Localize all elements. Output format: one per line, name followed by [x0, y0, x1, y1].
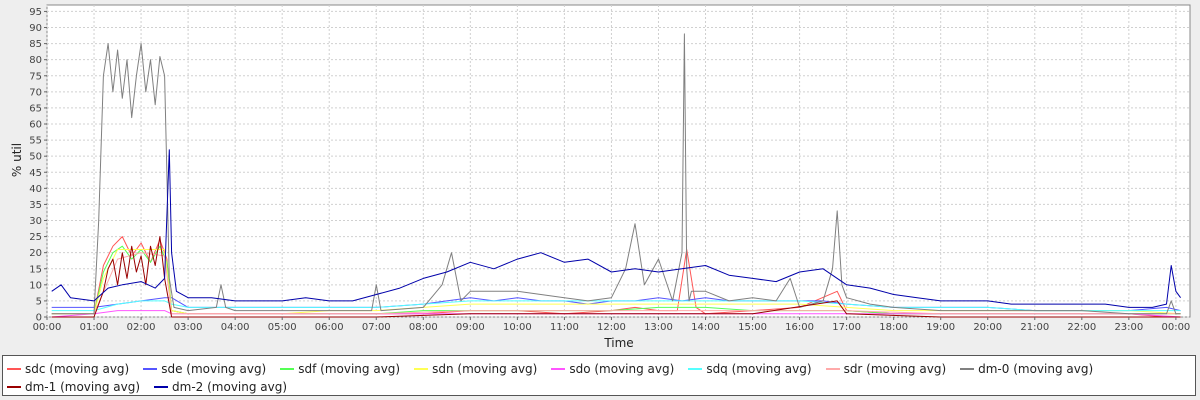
- x-tick-label: 22:00: [1067, 322, 1096, 333]
- y-tick-label: 45: [29, 168, 42, 179]
- x-tick-label: 00:00: [33, 322, 62, 333]
- series-line-dm-1: [51, 236, 1181, 318]
- legend-label: dm-1 (moving avg): [25, 380, 141, 394]
- series-line-sdr: [51, 252, 1181, 315]
- axes: 0 5 10 15 20 25 30 35 40 45 50 55 60 65 70 75 80 85 90 95 00…: [29, 7, 1190, 333]
- y-tick-label: 60: [29, 120, 42, 131]
- legend-swatch: [280, 368, 295, 370]
- legend: sdc (moving avg) sde (moving avg) sdf (mov…: [2, 355, 1196, 396]
- x-tick-label: 03:00: [174, 322, 203, 333]
- legend-items: sdc (moving avg) sde (moving avg) sdf (mov…: [7, 360, 1191, 396]
- y-tick-label: 10: [29, 280, 42, 291]
- y-tick-label: 85: [29, 39, 42, 50]
- x-tick-label: 04:00: [221, 322, 250, 333]
- y-tick-label: 65: [29, 103, 42, 114]
- y-tick-label: 20: [29, 248, 42, 259]
- series-line-sdq: [51, 300, 1181, 312]
- legend-swatch: [960, 368, 975, 370]
- y-tick-label: 95: [29, 7, 42, 18]
- legend-label: sdo (moving avg): [569, 362, 675, 376]
- x-tick-label: 07:00: [362, 322, 391, 333]
- legend-item-sdf: sdf (moving avg): [280, 360, 400, 378]
- series-lines: [51, 33, 1182, 318]
- legend-item-sde: sde (moving avg): [143, 360, 266, 378]
- y-tick-label: 90: [29, 23, 42, 34]
- legend-item-sdq: sdq (moving avg): [688, 360, 812, 378]
- y-tick-label: 75: [29, 71, 42, 82]
- legend-swatch: [688, 368, 703, 370]
- x-tick-label: 23:00: [1114, 322, 1143, 333]
- legend-label: sdr (moving avg): [843, 362, 947, 376]
- legend-swatch: [825, 368, 840, 370]
- legend-swatch: [414, 368, 429, 370]
- legend-swatch: [154, 386, 169, 388]
- y-tick-label: 0: [36, 313, 42, 324]
- y-tick-label: 5: [36, 296, 42, 307]
- legend-label: dm-0 (moving avg): [978, 362, 1094, 376]
- x-tick-label: 09:00: [456, 322, 485, 333]
- legend-label: dm-2 (moving avg): [172, 380, 288, 394]
- y-tick-label: 70: [29, 87, 42, 98]
- x-tick-label: 19:00: [926, 322, 955, 333]
- x-tick-label: 08:00: [409, 322, 438, 333]
- legend-swatch: [143, 368, 158, 370]
- y-tick-label: 35: [29, 200, 42, 211]
- legend-label: sdf (moving avg): [298, 362, 401, 376]
- legend-label: sdq (moving avg): [706, 362, 812, 376]
- x-tick-label: 20:00: [973, 322, 1002, 333]
- x-tick-label: 06:00: [315, 322, 344, 333]
- legend-label: sdc (moving avg): [25, 362, 130, 376]
- x-axis-title: Time: [603, 336, 633, 350]
- x-tick-label: 11:00: [550, 322, 579, 333]
- y-tick-label: 15: [29, 264, 42, 275]
- y-tick-label: 50: [29, 152, 42, 163]
- x-tick-label: 15:00: [738, 322, 767, 333]
- legend-item-dm-2: dm-2 (moving avg): [154, 378, 287, 396]
- x-tick-label: 12:00: [597, 322, 626, 333]
- legend-label: sdn (moving avg): [432, 362, 538, 376]
- legend-item-sdn: sdn (moving avg): [414, 360, 537, 378]
- x-tick-label: 14:00: [691, 322, 720, 333]
- legend-item-sdc: sdc (moving avg): [7, 360, 129, 378]
- x-tick-label: 16:00: [785, 322, 814, 333]
- legend-item-dm-0: dm-0 (moving avg): [960, 360, 1093, 378]
- plot-area: [46, 4, 1191, 318]
- grid-lines: [46, 5, 1190, 318]
- y-tick-label: 55: [29, 136, 42, 147]
- x-tick-label: 00:00: [1161, 322, 1190, 333]
- x-tick-label: 01:00: [80, 322, 109, 333]
- x-tick-label: 05:00: [268, 322, 297, 333]
- series-line-dm-2: [51, 149, 1182, 308]
- y-tick-label: 30: [29, 216, 42, 227]
- plot-background: [46, 4, 1191, 318]
- line-chart: 0 5 10 15 20 25 30 35 40 45 50 55 60 65 70 75 80 85 90 95 00…: [10, 4, 1191, 350]
- legend-swatch: [7, 368, 21, 370]
- legend-item-dm-1: dm-1 (moving avg): [7, 378, 140, 396]
- legend-swatch: [551, 368, 566, 370]
- x-tick-label: 17:00: [832, 322, 861, 333]
- legend-item-sdo: sdo (moving avg): [551, 360, 674, 378]
- y-tick-label: 80: [29, 55, 42, 66]
- legend-swatch: [7, 386, 21, 388]
- legend-label: sde (moving avg): [161, 362, 267, 376]
- y-axis-title: % util: [10, 143, 24, 177]
- y-tick-label: 25: [29, 232, 42, 243]
- x-tick-label: 13:00: [644, 322, 673, 333]
- legend-item-sdr: sdr (moving avg): [825, 360, 947, 378]
- y-tick-label: 40: [29, 184, 42, 195]
- x-tick-label: 10:00: [503, 322, 532, 333]
- x-tick-label: 21:00: [1020, 322, 1049, 333]
- series-line-dm-0: [51, 33, 1181, 315]
- x-tick-label: 18:00: [879, 322, 908, 333]
- x-tick-label: 02:00: [127, 322, 156, 333]
